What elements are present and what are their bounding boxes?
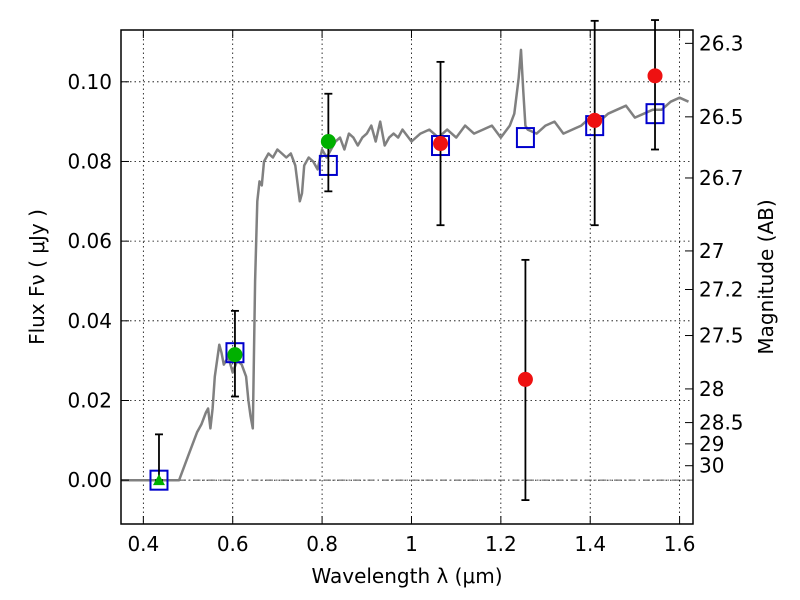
magnitude-tick-label: 27.5 — [699, 324, 744, 348]
y-tick-label: 0.00 — [67, 468, 112, 492]
magnitude-tick-label: 27.2 — [699, 277, 744, 301]
magnitude-tick-label: 29 — [699, 432, 724, 456]
observed-point — [647, 68, 663, 84]
observed-point — [587, 112, 603, 128]
model-flux-square — [515, 127, 535, 149]
x-tick-label: 0.8 — [306, 532, 338, 556]
plot-frame — [120, 29, 694, 525]
y-tick-label: 0.10 — [67, 70, 112, 94]
x-tick-label: 1 — [405, 532, 418, 556]
x-axis-title: Wavelength λ (μm) — [311, 564, 502, 588]
sed-model-curve — [121, 48, 690, 482]
magnitude-axis-title: Magnitude (AB) — [754, 199, 778, 354]
magnitude-tick-label: 26.5 — [699, 105, 744, 129]
y-tick-label: 0.02 — [67, 389, 112, 413]
observed-point — [517, 371, 533, 387]
x-tick-label: 0.4 — [127, 532, 159, 556]
observed-point — [433, 136, 449, 152]
observed-point — [320, 134, 336, 150]
magnitude-tick-label: 30 — [699, 454, 724, 478]
x-tick-label: 1.4 — [574, 532, 606, 556]
x-tick-label: 0.6 — [217, 532, 249, 556]
plot-area — [121, 19, 693, 501]
magnitude-tick-label: 28.5 — [699, 411, 744, 435]
magnitude-tick-label: 28 — [699, 377, 724, 401]
axis-ticks: 0.4 0.6 0.8 1 1.2 1.4 1.6 0.00 0.02 0.04 0.06 0.08 0… — [67, 30, 744, 556]
magnitude-tick-label: 27 — [699, 239, 724, 263]
observed-point-triangle — [152, 474, 165, 486]
magnitude-tick-label: 26.3 — [699, 31, 744, 55]
y-tick-label: 0.08 — [67, 149, 112, 173]
y-tick-label: 0.04 — [67, 309, 112, 333]
y-axis-title: Flux Fν ( μJy ) — [25, 209, 49, 345]
x-tick-label: 1.2 — [485, 532, 517, 556]
magnitude-tick-label: 26.7 — [699, 166, 744, 190]
observed-point — [227, 347, 243, 363]
y-tick-label: 0.06 — [67, 229, 112, 253]
x-tick-label: 1.6 — [664, 532, 696, 556]
grid-lines — [121, 30, 693, 524]
